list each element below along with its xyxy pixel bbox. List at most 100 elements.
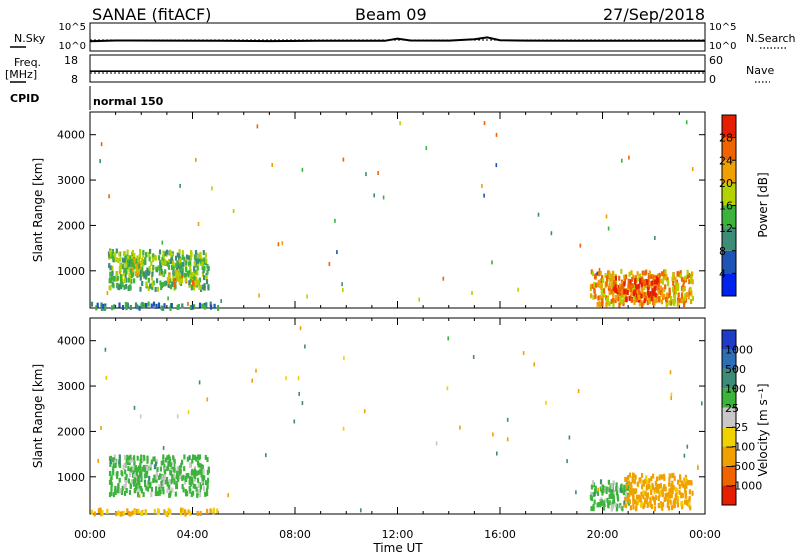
- velocity-cell: [681, 482, 684, 488]
- power-cell: [162, 250, 165, 256]
- x-tick-label: 00:00: [74, 528, 106, 541]
- power-cell: [128, 272, 131, 278]
- velocity-cell: [194, 484, 197, 490]
- y-tick-label: 1000: [57, 265, 85, 278]
- velocity-cell: [145, 465, 149, 471]
- power-cell: [613, 280, 616, 286]
- velocity-cell: [128, 489, 132, 495]
- velocity-cell: [139, 463, 142, 469]
- power-cell: [118, 266, 121, 271]
- velocity-cell: [656, 476, 659, 482]
- nsky-series-line: [89, 36, 705, 43]
- power-cell: [143, 259, 146, 265]
- velocity-cell: [207, 477, 210, 483]
- power-cell: [191, 284, 194, 290]
- power-cell: [181, 254, 184, 260]
- power-cell: [684, 293, 687, 299]
- power-cell: [674, 281, 677, 287]
- power-cell: [137, 270, 140, 276]
- power-cell: [672, 272, 675, 278]
- power-cell: [133, 264, 136, 270]
- freq-unit: [MHz]: [5, 68, 37, 81]
- power-cell: [198, 284, 201, 290]
- velocity-cell: [181, 476, 184, 481]
- velocity-cell: [681, 504, 684, 510]
- power-cell: [623, 296, 626, 302]
- power-cell: [195, 157, 197, 162]
- power-cell: [640, 293, 643, 299]
- power-cell: [669, 300, 672, 306]
- velocity-cell: [622, 490, 626, 496]
- velocity-cell: [162, 454, 165, 460]
- velocity-cell: [435, 441, 438, 446]
- power-cell: [677, 292, 680, 298]
- power-cell: [109, 265, 112, 271]
- power-cell: [117, 285, 121, 291]
- power-cell: [594, 273, 597, 279]
- velocity-cell: [666, 492, 669, 498]
- velocity-cell: [100, 425, 102, 430]
- power-cell: [125, 269, 128, 275]
- velocity-cell: [624, 496, 627, 502]
- power-cell: [193, 266, 196, 272]
- velocity-cell: [186, 491, 189, 497]
- power-cell: [196, 258, 199, 264]
- power-cell: [102, 303, 105, 309]
- power-cell: [148, 269, 151, 275]
- velocity-cell: [640, 501, 644, 507]
- velocity-cell: [649, 498, 652, 503]
- velocity-cell: [265, 453, 267, 458]
- velocity-cell: [164, 469, 167, 475]
- power-cell: [136, 255, 139, 261]
- velocity-cell: [301, 401, 304, 405]
- power-cell: [209, 301, 212, 307]
- power-cell: [206, 263, 209, 269]
- velocity-cell: [604, 498, 607, 504]
- velocity-cell: [674, 494, 677, 500]
- velocity-cell: [125, 488, 128, 493]
- velocity-cell: [197, 470, 200, 476]
- power-cell: [157, 302, 161, 308]
- power-cell: [177, 272, 180, 278]
- power-cell: [633, 289, 636, 295]
- power-cell: [148, 256, 151, 262]
- power-cell: [139, 269, 142, 275]
- power-cell: [164, 259, 167, 265]
- power-cell: [341, 282, 343, 287]
- power-cell: [678, 297, 681, 303]
- power-cell: [301, 167, 304, 172]
- power-cell: [605, 297, 608, 303]
- power-cell: [605, 302, 608, 308]
- velocity-colorbar-tick-label: 25: [725, 402, 739, 415]
- velocity-cell: [664, 492, 667, 498]
- power-cell: [171, 282, 175, 288]
- power-cell: [596, 271, 598, 276]
- power-cell: [306, 294, 308, 299]
- power-cell: [159, 259, 162, 265]
- velocity-cell: [630, 488, 633, 494]
- power-cell: [142, 249, 145, 255]
- velocity-cell: [608, 500, 611, 506]
- velocity-cell: [619, 487, 622, 493]
- power-cell: [174, 269, 177, 275]
- power-cell: [194, 280, 198, 286]
- power-cell: [180, 267, 183, 273]
- power-cell: [170, 252, 173, 258]
- velocity-cell: [142, 492, 145, 497]
- y-tick-label: 3000: [57, 174, 85, 187]
- velocity-cell: [655, 495, 658, 501]
- power-cell: [612, 291, 615, 297]
- velocity-cell: [187, 473, 190, 478]
- power-cell: [373, 193, 375, 198]
- velocity-cell: [627, 495, 630, 501]
- velocity-cell: [670, 487, 673, 492]
- power-cell: [172, 260, 175, 266]
- power-cell: [603, 292, 606, 298]
- velocity-cell: [192, 483, 195, 489]
- velocity-cell: [667, 505, 671, 511]
- power-cell: [198, 302, 202, 308]
- velocity-cell: [634, 474, 637, 480]
- power-cell: [119, 256, 122, 262]
- velocity-cell: [612, 498, 616, 504]
- velocity-cell: [522, 351, 525, 356]
